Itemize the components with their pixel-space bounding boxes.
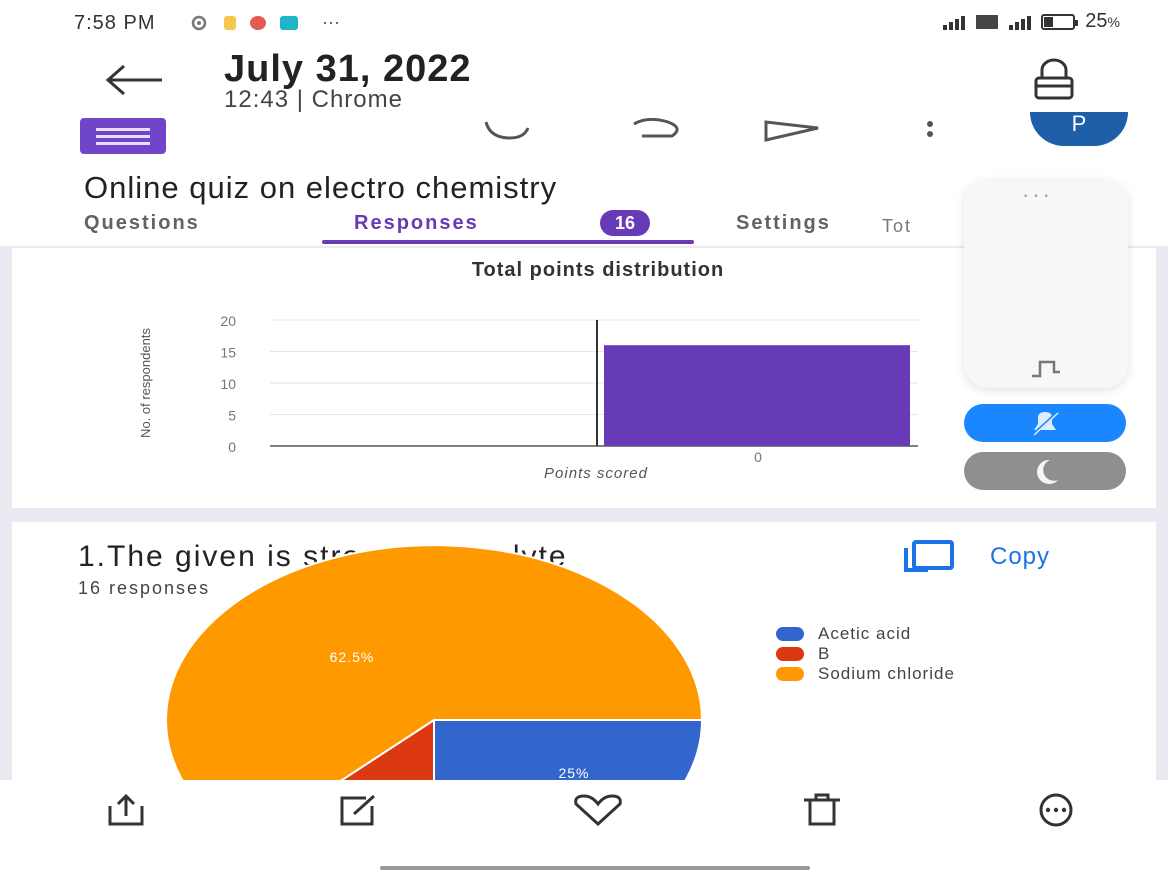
status-time: 7:58 PM bbox=[74, 12, 156, 34]
account-avatar[interactable]: P bbox=[1030, 112, 1128, 146]
status-bar: 7:58 PM ··· 25% bbox=[0, 0, 1168, 50]
lock-icon[interactable] bbox=[1030, 58, 1078, 102]
battery-icon bbox=[1041, 13, 1079, 30]
page-title: July 31, 2022 bbox=[224, 48, 472, 90]
x-axis-label: Points scored bbox=[544, 465, 648, 482]
undo-icon[interactable] bbox=[628, 118, 688, 142]
panel-handle[interactable]: ··· bbox=[1022, 182, 1053, 207]
more-notifications-icon: ··· bbox=[322, 12, 340, 32]
status-notification-icons: ··· bbox=[188, 12, 340, 33]
legend-item: Acetic acid bbox=[776, 624, 955, 644]
y-tick-label: 5 bbox=[228, 408, 236, 424]
palette-icon[interactable] bbox=[480, 118, 540, 142]
bar bbox=[604, 345, 910, 446]
copy-button[interactable]: Copy bbox=[990, 543, 1051, 570]
share-icon[interactable] bbox=[104, 792, 148, 828]
settings-notification-icon bbox=[191, 15, 207, 30]
x-tick-label: 0 bbox=[754, 449, 762, 465]
chart-title: Total points distribution bbox=[472, 259, 724, 281]
battery-percent: 25% bbox=[1085, 10, 1120, 32]
volte-icon bbox=[976, 14, 999, 29]
legend-swatch-sodium-chloride bbox=[776, 667, 804, 681]
more-vert-icon[interactable] bbox=[910, 118, 950, 142]
active-tab-indicator bbox=[322, 240, 694, 244]
answers-pie-chart: 25% 62.5% bbox=[165, 544, 704, 780]
chrome-notification-icon bbox=[250, 15, 266, 30]
response-count: 16 responses bbox=[78, 578, 211, 598]
y-tick-label: 10 bbox=[220, 376, 236, 392]
moon-icon bbox=[1037, 459, 1058, 484]
tab-overflow-text: Tot bbox=[882, 216, 913, 236]
back-arrow-icon[interactable] bbox=[104, 54, 164, 104]
page-subtitle: 12:43 | Chrome bbox=[224, 86, 403, 113]
home-indicator[interactable] bbox=[380, 866, 810, 870]
heart-icon[interactable] bbox=[570, 792, 626, 828]
mute-toggle[interactable] bbox=[964, 404, 1126, 442]
tab-settings[interactable]: Settings bbox=[736, 212, 831, 234]
edit-icon[interactable] bbox=[336, 792, 380, 828]
legend-label: Acetic acid bbox=[818, 624, 912, 643]
legend-item: B bbox=[776, 644, 955, 664]
app-notification-icon bbox=[224, 15, 236, 30]
legend-swatch-acetic-acid bbox=[776, 627, 804, 641]
status-system-icons: 25% bbox=[943, 10, 1120, 33]
dark-mode-toggle[interactable] bbox=[964, 452, 1126, 490]
responses-count-badge: 16 bbox=[600, 210, 650, 236]
message-notification-icon bbox=[280, 15, 298, 30]
tab-questions[interactable]: Questions bbox=[84, 212, 200, 234]
google-forms-logo bbox=[80, 118, 166, 154]
signal-2-icon bbox=[1009, 14, 1032, 30]
pie-slice bbox=[340, 718, 435, 780]
points-distribution-chart: Total points distribution 0 5 10 15 20 No. of … bbox=[138, 259, 918, 482]
delete-icon[interactable] bbox=[800, 792, 844, 828]
bell-off-icon bbox=[1032, 410, 1060, 436]
legend-label: B bbox=[818, 644, 831, 663]
legend-item: Sodium chloride bbox=[776, 664, 955, 684]
form-title: Online quiz on electro chemistry bbox=[84, 170, 558, 205]
music-note-icon[interactable] bbox=[1030, 358, 1062, 378]
pie-legend: Acetic acid B Sodium chloride bbox=[776, 624, 955, 684]
tab-responses[interactable]: Responses bbox=[354, 212, 479, 234]
pie-slice-label: 25% bbox=[558, 765, 589, 780]
pie-slice bbox=[433, 719, 704, 780]
pie-slice bbox=[165, 544, 704, 780]
signal-icon bbox=[943, 14, 966, 30]
y-axis-label: No. of respondents bbox=[138, 328, 153, 438]
pie-slice-label: 62.5% bbox=[330, 649, 375, 665]
y-tick-label: 0 bbox=[228, 439, 236, 455]
legend-label: Sodium chloride bbox=[818, 664, 955, 683]
more-icon[interactable] bbox=[1032, 792, 1080, 828]
y-tick-label: 15 bbox=[220, 345, 236, 361]
y-tick-label: 20 bbox=[220, 313, 236, 329]
legend-swatch-b bbox=[776, 647, 804, 661]
send-icon[interactable] bbox=[762, 118, 822, 142]
copy-icon[interactable] bbox=[900, 540, 956, 574]
floating-side-panel: ··· bbox=[964, 180, 1128, 388]
